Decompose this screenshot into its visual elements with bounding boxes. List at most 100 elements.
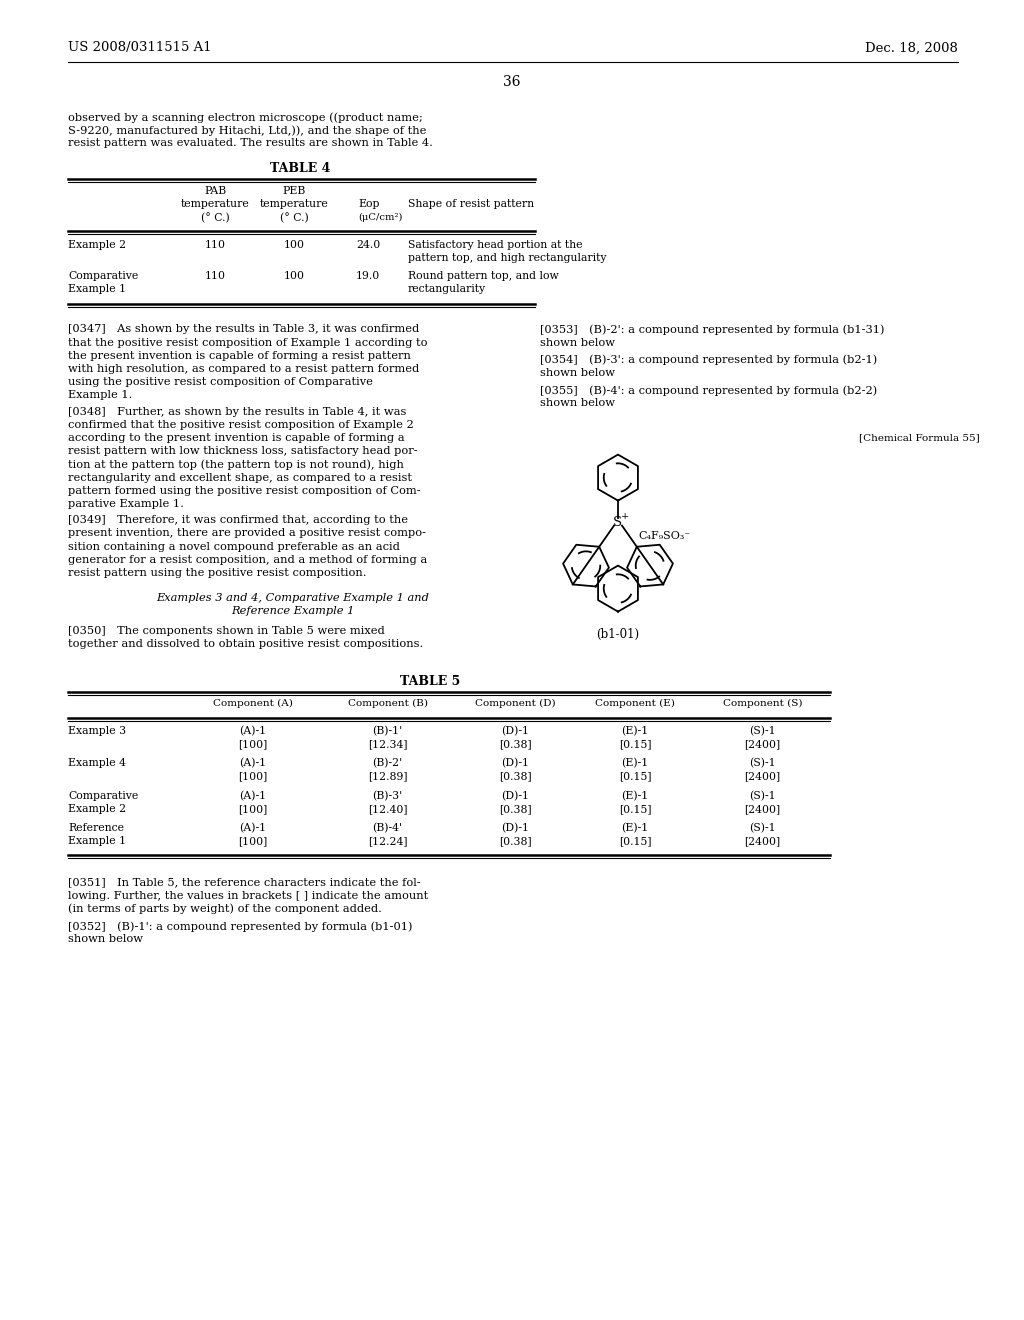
Text: 110: 110	[205, 271, 225, 281]
Text: [0.38]: [0.38]	[499, 739, 531, 748]
Text: [12.34]: [12.34]	[368, 739, 408, 748]
Text: shown below: shown below	[540, 338, 615, 347]
Text: [Chemical Formula 55]: [Chemical Formula 55]	[859, 433, 980, 442]
Text: 36: 36	[503, 75, 521, 88]
Text: [0.38]: [0.38]	[499, 804, 531, 814]
Text: TABLE 5: TABLE 5	[400, 675, 460, 688]
Text: Reference Example 1: Reference Example 1	[231, 606, 354, 616]
Text: [2400]: [2400]	[744, 739, 780, 748]
Text: S: S	[612, 516, 622, 529]
Text: resist pattern with low thickness loss, satisfactory head por-: resist pattern with low thickness loss, …	[68, 446, 418, 457]
Text: (° C.): (° C.)	[280, 213, 308, 223]
Text: (S)-1: (S)-1	[750, 726, 776, 737]
Text: Component (E): Component (E)	[595, 698, 675, 708]
Text: rectangularity and excellent shape, as compared to a resist: rectangularity and excellent shape, as c…	[68, 473, 412, 483]
Text: observed by a scanning electron microscope ((product name;: observed by a scanning electron microsco…	[68, 112, 423, 123]
Text: PAB: PAB	[204, 186, 226, 195]
Text: [0347] As shown by the results in Table 3, it was confirmed: [0347] As shown by the results in Table …	[68, 325, 419, 334]
Text: [100]: [100]	[238, 804, 267, 814]
Text: resist pattern was evaluated. The results are shown in Table 4.: resist pattern was evaluated. The result…	[68, 139, 433, 148]
Text: (μC/cm²): (μC/cm²)	[358, 213, 402, 222]
Text: (A)-1: (A)-1	[239, 822, 266, 833]
Text: Example 1.: Example 1.	[68, 391, 132, 400]
Text: Round pattern top, and low: Round pattern top, and low	[408, 271, 559, 281]
Text: Component (D): Component (D)	[475, 698, 555, 708]
Text: Shape of resist pattern: Shape of resist pattern	[408, 199, 535, 209]
Text: [0351] In Table 5, the reference characters indicate the fol-: [0351] In Table 5, the reference charact…	[68, 878, 421, 887]
Text: tion at the pattern top (the pattern top is not round), high: tion at the pattern top (the pattern top…	[68, 459, 403, 470]
Text: [0349] Therefore, it was confirmed that, according to the: [0349] Therefore, it was confirmed that,…	[68, 515, 408, 525]
Text: Component (B): Component (B)	[347, 698, 427, 708]
Text: [0.38]: [0.38]	[499, 771, 531, 781]
Text: (in terms of parts by weight) of the component added.: (in terms of parts by weight) of the com…	[68, 904, 382, 915]
Text: Component (S): Component (S)	[723, 698, 802, 708]
Text: Dec. 18, 2008: Dec. 18, 2008	[865, 41, 958, 54]
Text: Example 1: Example 1	[68, 284, 126, 294]
Text: [0348] Further, as shown by the results in Table 4, it was: [0348] Further, as shown by the results …	[68, 407, 407, 417]
Text: Component (A): Component (A)	[213, 698, 293, 708]
Text: [0353] (B)-2': a compound represented by formula (b1-31): [0353] (B)-2': a compound represented by…	[540, 325, 885, 335]
Text: temperature: temperature	[260, 199, 329, 209]
Text: 19.0: 19.0	[356, 271, 380, 281]
Text: (D)-1: (D)-1	[501, 822, 529, 833]
Text: Comparative: Comparative	[68, 791, 138, 801]
Text: [12.40]: [12.40]	[368, 804, 408, 814]
Text: resist pattern using the positive resist composition.: resist pattern using the positive resist…	[68, 568, 367, 578]
Text: [100]: [100]	[238, 771, 267, 781]
Text: pattern top, and high rectangularity: pattern top, and high rectangularity	[408, 253, 606, 263]
Text: (E)-1: (E)-1	[622, 758, 648, 768]
Text: (b1-01): (b1-01)	[596, 627, 640, 640]
Text: (S)-1: (S)-1	[750, 758, 776, 768]
Text: [2400]: [2400]	[744, 836, 780, 846]
Text: (D)-1: (D)-1	[501, 758, 529, 768]
Text: the present invention is capable of forming a resist pattern: the present invention is capable of form…	[68, 351, 411, 360]
Text: [100]: [100]	[238, 836, 267, 846]
Text: [2400]: [2400]	[744, 771, 780, 781]
Text: (E)-1: (E)-1	[622, 822, 648, 833]
Text: Eop: Eop	[358, 199, 380, 209]
Text: C₄F₉SO₃⁻: C₄F₉SO₃⁻	[638, 531, 690, 541]
Text: (B)-1': (B)-1'	[373, 726, 402, 737]
Text: [0.15]: [0.15]	[618, 771, 651, 781]
Text: [0354] (B)-3': a compound represented by formula (b2-1): [0354] (B)-3': a compound represented by…	[540, 355, 878, 366]
Text: [0.15]: [0.15]	[618, 739, 651, 748]
Text: [0355] (B)-4': a compound represented by formula (b2-2): [0355] (B)-4': a compound represented by…	[540, 385, 878, 396]
Text: (B)-3': (B)-3'	[373, 791, 402, 801]
Text: S-9220, manufactured by Hitachi, Ltd,)), and the shape of the: S-9220, manufactured by Hitachi, Ltd,)),…	[68, 125, 426, 136]
Text: [2400]: [2400]	[744, 804, 780, 814]
Text: (° C.): (° C.)	[201, 213, 229, 223]
Text: 100: 100	[284, 240, 304, 249]
Text: (B)-4': (B)-4'	[373, 822, 402, 833]
Text: rectangularity: rectangularity	[408, 284, 486, 294]
Text: present invention, there are provided a positive resist compo-: present invention, there are provided a …	[68, 528, 426, 539]
Text: generator for a resist composition, and a method of forming a: generator for a resist composition, and …	[68, 554, 427, 565]
Text: Reference: Reference	[68, 822, 124, 833]
Text: (S)-1: (S)-1	[750, 822, 776, 833]
Text: according to the present invention is capable of forming a: according to the present invention is ca…	[68, 433, 404, 444]
Text: (A)-1: (A)-1	[239, 726, 266, 737]
Text: 110: 110	[205, 240, 225, 249]
Text: Comparative: Comparative	[68, 271, 138, 281]
Text: 24.0: 24.0	[356, 240, 380, 249]
Text: PEB: PEB	[283, 186, 305, 195]
Text: +: +	[621, 512, 629, 521]
Text: [12.24]: [12.24]	[368, 836, 408, 846]
Text: [0.15]: [0.15]	[618, 836, 651, 846]
Text: together and dissolved to obtain positive resist compositions.: together and dissolved to obtain positiv…	[68, 639, 423, 649]
Text: shown below: shown below	[540, 399, 615, 408]
Text: (A)-1: (A)-1	[239, 791, 266, 801]
Text: [12.89]: [12.89]	[368, 771, 408, 781]
Text: with high resolution, as compared to a resist pattern formed: with high resolution, as compared to a r…	[68, 364, 419, 374]
Text: Examples 3 and 4, Comparative Example 1 and: Examples 3 and 4, Comparative Example 1 …	[157, 593, 429, 603]
Text: (D)-1: (D)-1	[501, 726, 529, 737]
Text: 100: 100	[284, 271, 304, 281]
Text: lowing. Further, the values in brackets [ ] indicate the amount: lowing. Further, the values in brackets …	[68, 891, 428, 900]
Text: US 2008/0311515 A1: US 2008/0311515 A1	[68, 41, 212, 54]
Text: (E)-1: (E)-1	[622, 791, 648, 801]
Text: parative Example 1.: parative Example 1.	[68, 499, 184, 510]
Text: (A)-1: (A)-1	[239, 758, 266, 768]
Text: Example 1: Example 1	[68, 836, 126, 846]
Text: shown below: shown below	[68, 935, 143, 944]
Text: [0.38]: [0.38]	[499, 836, 531, 846]
Text: (E)-1: (E)-1	[622, 726, 648, 737]
